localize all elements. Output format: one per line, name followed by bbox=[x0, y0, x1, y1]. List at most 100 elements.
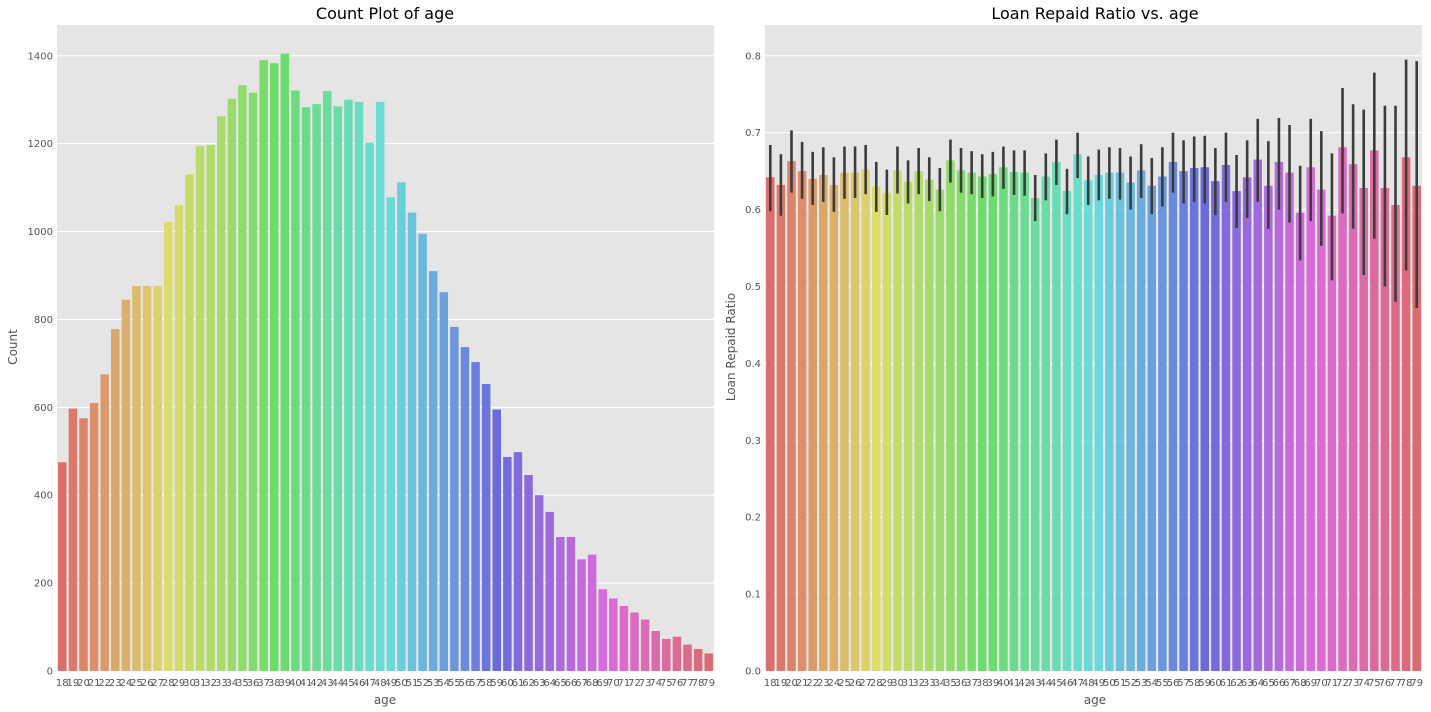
bar-age-32 bbox=[206, 144, 215, 671]
x-tick-label: 65 bbox=[554, 678, 567, 689]
bar-age-66 bbox=[566, 536, 576, 671]
bar-age-70 bbox=[1317, 189, 1326, 672]
x-tick-label: 50 bbox=[395, 678, 408, 689]
x-tick-label: 76 bbox=[1379, 678, 1392, 689]
bar-age-21 bbox=[89, 402, 99, 671]
x-tick-label: 59 bbox=[490, 678, 503, 689]
x-tick-label: 75 bbox=[660, 678, 673, 689]
bar-age-33 bbox=[217, 116, 226, 671]
bar-age-23 bbox=[819, 174, 828, 671]
bar-age-54 bbox=[1147, 185, 1157, 671]
x-tick-label: 51 bbox=[1114, 678, 1127, 689]
bar-age-20 bbox=[79, 418, 88, 671]
x-tick-label: 36 bbox=[247, 678, 260, 689]
x-tick-label: 57 bbox=[469, 678, 482, 689]
x-tick-label: 69 bbox=[1304, 678, 1317, 689]
x-tick-label: 27 bbox=[859, 678, 872, 689]
bar-age-53 bbox=[1136, 170, 1146, 671]
x-tick-label: 49 bbox=[384, 678, 397, 689]
x-tick-label: 77 bbox=[681, 678, 694, 689]
y-tick-label: 0.3 bbox=[745, 436, 761, 447]
bar-age-72 bbox=[630, 612, 639, 671]
bar-age-57 bbox=[1179, 171, 1188, 671]
bar-age-44 bbox=[1041, 176, 1051, 671]
bar-age-57 bbox=[471, 362, 480, 671]
x-tick-label: 67 bbox=[575, 678, 588, 689]
x-tick-label: 77 bbox=[1389, 678, 1402, 689]
x-tick-label: 21 bbox=[88, 678, 101, 689]
x-tick-label: 47 bbox=[1071, 678, 1084, 689]
y-tick-label: 1000 bbox=[28, 227, 53, 238]
bar-age-40 bbox=[291, 90, 300, 672]
x-tick-label: 73 bbox=[1347, 678, 1360, 689]
bar-age-23 bbox=[111, 329, 120, 671]
x-tick-label: 23 bbox=[109, 678, 122, 689]
x-tick-label: 18 bbox=[56, 678, 69, 689]
x-tick-label: 55 bbox=[448, 678, 461, 689]
bar-age-35 bbox=[946, 160, 955, 671]
x-tick-label: 52 bbox=[416, 678, 429, 689]
bar-age-69 bbox=[1306, 167, 1315, 671]
x-tick-label: 29 bbox=[880, 678, 893, 689]
bar-age-69 bbox=[598, 589, 607, 671]
bar-age-24 bbox=[829, 184, 839, 671]
x-tick-label: 35 bbox=[236, 678, 249, 689]
x-tick-label: 30 bbox=[891, 678, 904, 689]
bar-age-76 bbox=[1380, 188, 1390, 672]
bar-age-41 bbox=[1009, 171, 1019, 671]
bar-age-27 bbox=[861, 169, 870, 672]
bar-age-70 bbox=[609, 598, 618, 671]
bar-age-37 bbox=[259, 60, 268, 671]
x-axis-label: age bbox=[1084, 693, 1106, 707]
x-tick-label: 72 bbox=[628, 678, 641, 689]
bar-age-74 bbox=[651, 631, 660, 671]
bar-age-18 bbox=[766, 177, 775, 671]
x-tick-label: 25 bbox=[838, 678, 851, 689]
x-tick-label: 58 bbox=[480, 678, 493, 689]
bar-age-31 bbox=[195, 145, 205, 671]
y-axis-label: Loan Repaid Ratio bbox=[724, 293, 738, 401]
bar-age-34 bbox=[935, 189, 945, 672]
y-tick-label: 1200 bbox=[28, 139, 53, 150]
bar-age-20 bbox=[787, 161, 796, 671]
x-tick-label: 45 bbox=[342, 678, 355, 689]
chart-title: Loan Repaid Ratio vs. age bbox=[991, 4, 1198, 23]
x-tick-label: 39 bbox=[986, 678, 999, 689]
bar-age-51 bbox=[1115, 172, 1125, 671]
bar-age-21 bbox=[797, 171, 807, 671]
bar-age-44 bbox=[333, 106, 343, 671]
x-tick-label: 25 bbox=[130, 678, 143, 689]
x-tick-label: 48 bbox=[374, 678, 387, 689]
bar-age-72 bbox=[1338, 147, 1347, 671]
bar-age-36 bbox=[956, 170, 966, 671]
x-tick-label: 51 bbox=[406, 678, 419, 689]
y-tick-label: 0.6 bbox=[745, 205, 761, 216]
bar-age-38 bbox=[977, 176, 987, 671]
x-tick-label: 64 bbox=[1251, 678, 1264, 689]
x-tick-label: 28 bbox=[162, 678, 175, 689]
bar-age-22 bbox=[808, 178, 817, 672]
x-tick-label: 63 bbox=[1241, 678, 1254, 689]
x-tick-label: 52 bbox=[1124, 678, 1137, 689]
x-tick-label: 41 bbox=[1008, 678, 1021, 689]
bar-age-65 bbox=[556, 536, 565, 671]
bar-age-18 bbox=[58, 462, 67, 671]
bar-age-64 bbox=[1253, 159, 1262, 672]
x-tick-label: 62 bbox=[522, 678, 535, 689]
bar-age-78 bbox=[693, 649, 703, 671]
x-tick-label: 22 bbox=[98, 678, 111, 689]
x-tick-label: 69 bbox=[596, 678, 609, 689]
y-tick-label: 0.4 bbox=[745, 359, 761, 370]
x-tick-label: 56 bbox=[459, 678, 472, 689]
bar-age-68 bbox=[1295, 212, 1305, 671]
x-tick-label: 20 bbox=[785, 678, 798, 689]
bar-age-33 bbox=[925, 179, 934, 672]
x-tick-label: 61 bbox=[512, 678, 525, 689]
bar-age-71 bbox=[1327, 215, 1337, 671]
x-tick-label: 31 bbox=[194, 678, 207, 689]
x-tick-label: 68 bbox=[586, 678, 599, 689]
x-tick-label: 20 bbox=[77, 678, 90, 689]
bar-age-43 bbox=[322, 90, 332, 672]
x-tick-label: 64 bbox=[543, 678, 556, 689]
bar-age-22 bbox=[100, 374, 109, 671]
